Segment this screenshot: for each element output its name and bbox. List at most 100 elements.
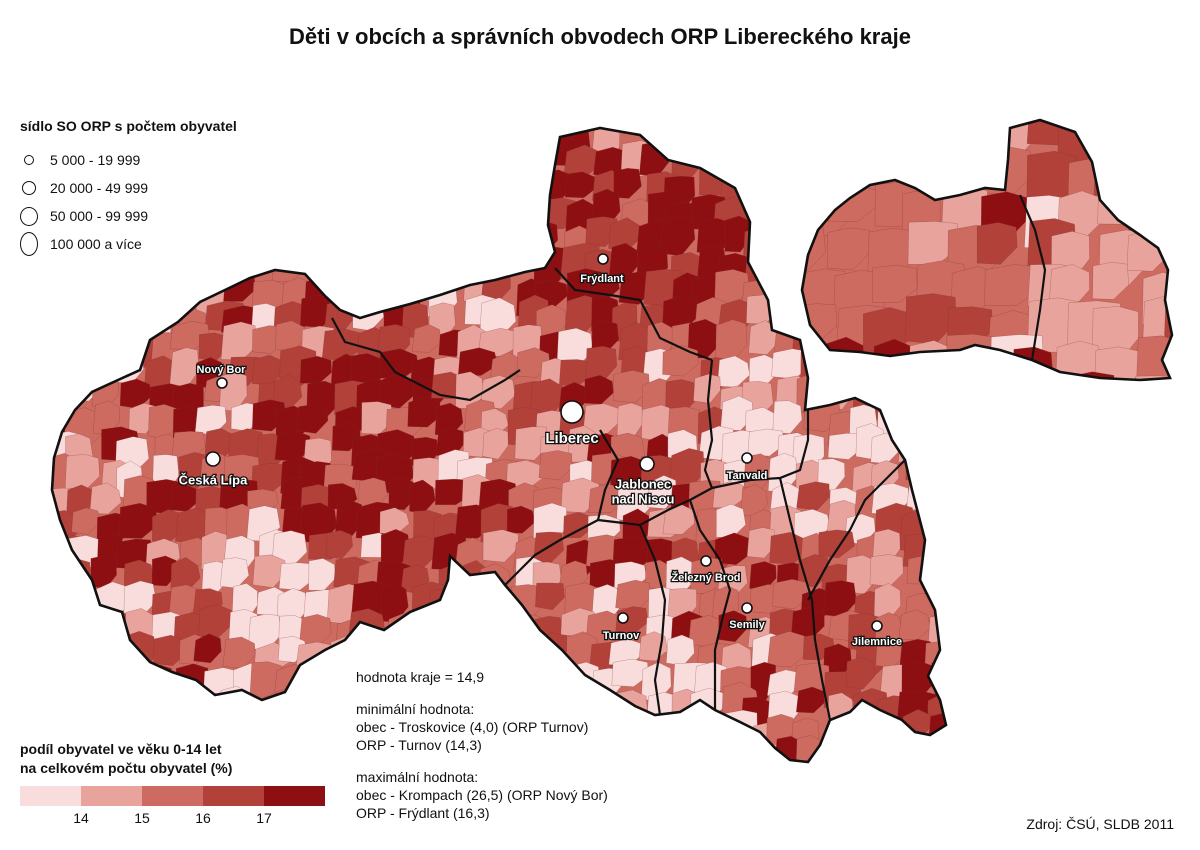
municipality-cell [52,140,80,167]
municipality-cell [378,173,407,211]
municipality-cell [333,247,371,278]
municipality-cell [434,128,469,151]
municipality-cell [584,375,614,405]
town-label: Liberec [545,430,598,447]
municipality-cell [458,171,488,199]
municipality-cell [770,276,802,311]
municipality-cell [1176,260,1200,309]
municipality-cell [99,128,130,148]
municipality-cell [148,128,185,151]
municipality-cell [117,271,156,301]
size-legend-row: 50 000 - 99 999 [20,202,340,230]
municipality-cell [178,253,206,288]
municipality-cell [198,128,235,148]
color-legend-swatches [20,786,350,806]
municipality-cell [662,345,699,377]
min-heading: minimální hodnota: [356,701,475,717]
municipality-cell [332,128,361,147]
color-legend-heading: podíl obyvatel ve věku 0-14 let na celko… [20,740,350,778]
town-marker-icon [617,612,629,624]
municipality-cell [823,162,856,194]
municipality-cell [52,687,73,723]
municipality-cell [90,301,121,336]
municipality-cell [924,563,946,598]
municipality-cell [307,167,341,204]
municipality-cell [1136,335,1172,380]
municipality-cell [52,555,75,586]
min-municipality: obec - Troskovice (4,0) (ORP Turnov) [356,719,589,735]
municipality-cell [121,150,159,188]
municipality-cell [119,128,154,158]
municipality-cell [646,740,685,762]
municipality-cell [667,716,699,744]
municipality-cell [1131,120,1171,154]
municipality-cell [52,189,81,218]
municipality-cell [823,350,861,387]
municipality-cell [798,128,835,162]
municipality-cell [328,194,359,231]
orp-boundary-line [688,499,732,710]
size-legend-label: 5 000 - 19 999 [50,152,141,168]
orp-boundary-line [711,410,810,490]
municipality-cell [869,554,904,587]
municipality-cell [52,269,84,304]
municipality-cell [146,166,176,201]
municipality-cell [70,302,97,340]
color-legend-tick: 16 [195,810,211,826]
municipality-cell [791,170,829,202]
municipality-cell [302,226,332,256]
municipality-cell [929,504,946,540]
color-legend-heading-line2: na celkovém počtu obyvatel (%) [20,760,233,776]
municipality-cell [379,275,413,305]
municipality-cell [201,222,238,255]
municipality-cell [359,248,399,283]
municipality-cell [99,642,139,674]
municipality-cell [483,139,522,179]
municipality-cell [693,373,721,404]
color-swatch-class4 [203,786,264,806]
municipality-cell [100,267,129,309]
size-legend-row: 100 000 a více [20,230,340,258]
municipality-cell [844,128,876,160]
municipality-cell [932,581,946,611]
municipality-cell [52,643,78,673]
municipality-cell [845,656,876,690]
orp-boundary-line [596,429,713,527]
municipality-cell [533,632,569,660]
municipality-cell [775,146,813,181]
circle-xlarge-icon [20,232,38,256]
municipality-cell [1167,382,1200,434]
municipality-cell [905,448,945,482]
municipality-cell [436,217,473,254]
municipality-cell [506,200,533,231]
color-legend-tick: 14 [73,810,89,826]
circle-medium-icon [22,181,36,195]
municipality-cell [827,692,854,728]
municipality-cell [457,583,490,617]
orp-boundary-line [807,459,906,601]
municipality-cell [952,120,996,158]
municipality-cell [795,198,826,229]
town-marker-icon [741,452,753,464]
municipality-cell [796,481,830,511]
municipality-cell [902,408,933,446]
municipality-cell [1164,185,1172,230]
municipality-cell [252,128,290,153]
municipality-cell [402,222,437,254]
municipality-cell [868,128,902,162]
municipality-cell [1181,339,1200,393]
town-label: nad Nisou [612,491,675,506]
municipality-cell [65,172,94,202]
municipality-cell [945,369,988,380]
town-label: Semily [729,619,765,631]
municipality-cell [255,198,283,240]
max-orp: ORP - Frýdlant (16,3) [356,805,490,821]
municipality-cell [63,559,91,590]
municipality-cell [802,155,844,212]
municipality-cell [767,128,795,146]
map-title: Děti v obcích a správních obvodech ORP L… [289,24,911,49]
municipality-cell [912,120,961,170]
municipality-cell [66,254,93,291]
orp-boundary-line [778,477,832,721]
